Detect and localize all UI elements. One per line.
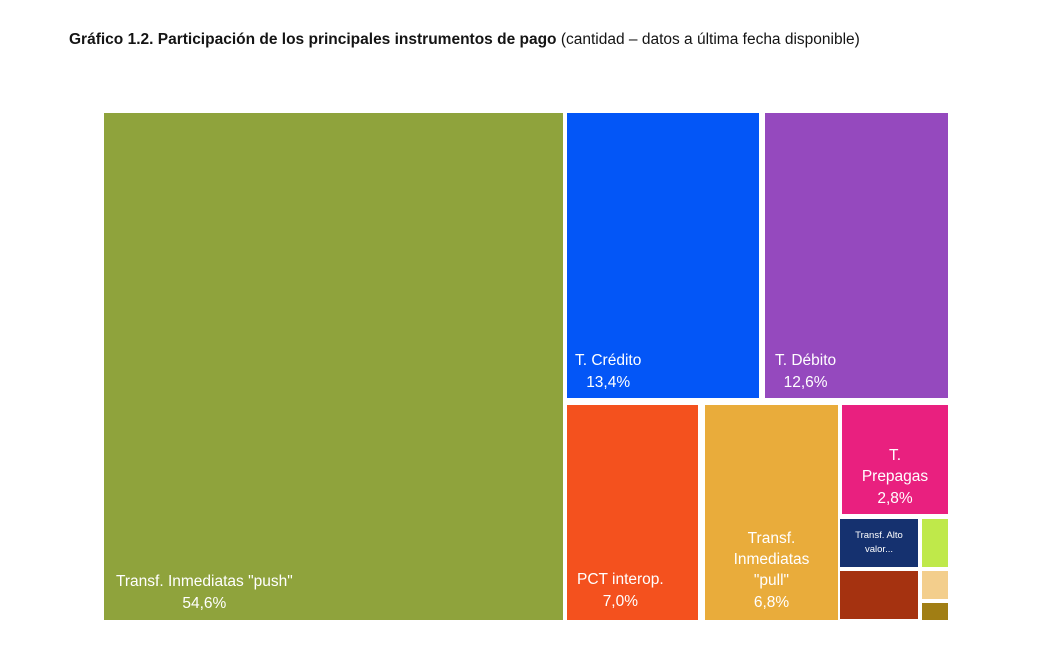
tile-label-name: "pull" (753, 572, 790, 590)
treemap-tile-t-debito: T. Débito 12,6% (765, 113, 948, 398)
tile-label-name: Transf. Inmediatas "push" (116, 573, 293, 591)
tile-label: T. Crédito 13,4% (575, 350, 641, 393)
treemap-tile-transf-inmediatas-push: Transf. Inmediatas "push" 54,6% (104, 113, 563, 620)
tile-label: Transf. Alto valor... (840, 529, 918, 558)
treemap-tile-small-3 (922, 571, 948, 599)
tile-label-name: Transf. Alto (855, 529, 903, 541)
tile-label-name: valor... (865, 544, 893, 555)
tile-label-value: 7,0% (602, 592, 639, 610)
treemap-tile-transf-inmediatas-pull: Transf. Inmediatas "pull" 6,8% (705, 405, 838, 620)
treemap-tile-pct-interop: PCT interop. 7,0% (567, 405, 698, 620)
tile-label: T. Prepagas 2,8% (842, 445, 948, 509)
tile-label: PCT interop. 7,0% (577, 569, 664, 612)
tile-label-name: Inmediatas (733, 550, 810, 568)
tile-label: Transf. Inmediatas "push" 54,6% (116, 571, 293, 614)
treemap-tile-transf-alto-valor: Transf. Alto valor... (840, 519, 918, 567)
figure-title-subtitle: (cantidad – datos a última fecha disponi… (556, 31, 860, 48)
treemap-chart: Transf. Inmediatas "push" 54,6% T. Crédi… (104, 113, 948, 620)
tile-label-name: T. Crédito (575, 352, 642, 370)
figure-title-bold: Gráfico 1.2. Participación de los princi… (69, 31, 557, 48)
treemap-tile-small-1 (922, 519, 948, 567)
figure-title: Gráfico 1.2. Participación de los princi… (69, 27, 985, 53)
tile-label-name: PCT interop. (577, 571, 664, 589)
tile-label-value: 6,8% (753, 593, 790, 611)
tile-label-name: Transf. (747, 529, 796, 547)
tile-label-value: 13,4% (586, 373, 631, 391)
tile-label-value: 2,8% (877, 489, 913, 507)
treemap-tile-t-credito: T. Crédito 13,4% (567, 113, 759, 398)
treemap-tile-small-4 (922, 603, 948, 620)
tile-label-name: T. Débito (775, 352, 837, 370)
tile-label-value: 12,6% (783, 373, 828, 391)
tile-label-name: Prepagas (861, 468, 929, 486)
treemap-tile-t-prepagas: T. Prepagas 2,8% (842, 405, 948, 514)
tile-label-value: 54,6% (182, 594, 227, 612)
tile-label: Transf. Inmediatas "pull" 6,8% (705, 528, 838, 614)
tile-label: T. Débito 12,6% (775, 350, 836, 393)
treemap-tile-small-2 (840, 571, 918, 619)
tile-label-name: T. (888, 446, 902, 464)
